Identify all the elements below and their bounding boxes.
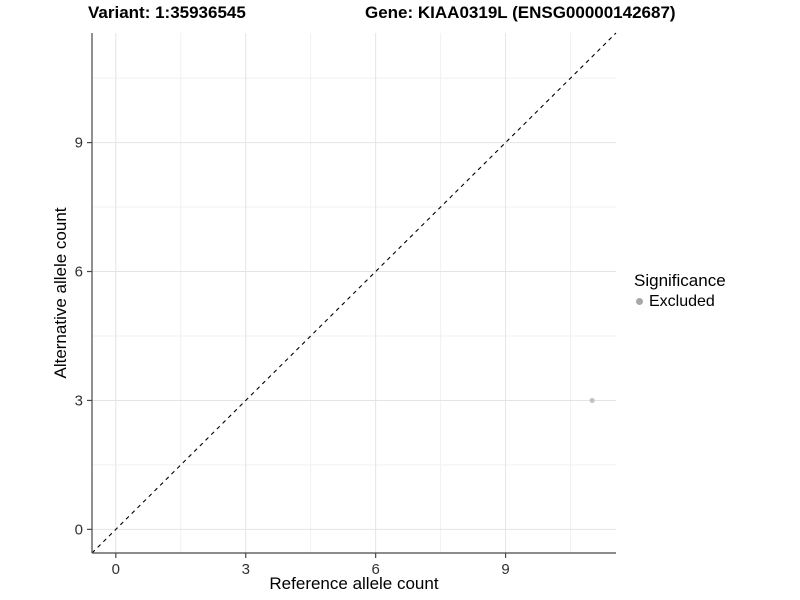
legend-item-excluded: Excluded (634, 292, 726, 311)
y-tick-label: 9 (75, 135, 83, 152)
identity-line (91, 32, 617, 554)
x-axis-label: Reference allele count (269, 574, 439, 593)
x-tick-label: 0 (112, 561, 120, 578)
legend-marker-dot (636, 298, 643, 305)
legend: Significance Excluded (634, 271, 726, 311)
y-axis-label: Alternative allele count (51, 207, 70, 379)
legend-item-label: Excluded (649, 293, 715, 310)
data-point-excluded (589, 397, 595, 403)
plot-title-variant: Variant: 1:35936545 (88, 3, 246, 22)
x-tick-label: 9 (501, 561, 509, 578)
y-tick-label: 0 (75, 521, 83, 538)
legend-title: Significance (634, 271, 726, 290)
x-tick-label: 3 (242, 561, 250, 578)
x-tick-label: 6 (371, 561, 379, 578)
y-tick-label: 3 (75, 392, 83, 409)
plot-title-gene: Gene: KIAA0319L (ENSG00000142687) (365, 3, 676, 22)
y-tick-label: 6 (75, 264, 83, 281)
